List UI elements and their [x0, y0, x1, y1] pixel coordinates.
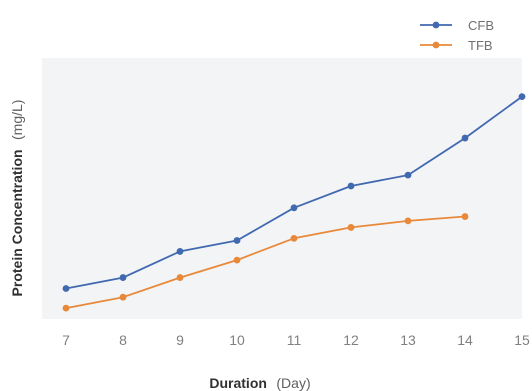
- data-point-cfb: [518, 93, 526, 101]
- data-point-tfb: [347, 224, 355, 231]
- x-tick-label: 8: [119, 332, 127, 348]
- legend: CFB TFB: [420, 18, 494, 53]
- data-point-tfb: [290, 234, 298, 242]
- data-point-cfb: [290, 204, 298, 212]
- legend-marker-tfb: [432, 41, 440, 49]
- x-tick-label: 12: [343, 332, 359, 348]
- legend-label-tfb: TFB: [468, 38, 493, 53]
- y-axis-title-main: Protein Concentration: [9, 149, 25, 296]
- data-point-cfb: [233, 237, 241, 244]
- legend-label-cfb: CFB: [468, 18, 494, 33]
- data-point-tfb: [461, 213, 469, 220]
- x-axis-title-main: Duration: [209, 375, 267, 391]
- x-tick-label: 15: [514, 332, 530, 348]
- data-point-cfb: [404, 171, 412, 179]
- data-point-tfb: [119, 293, 127, 301]
- y-axis-title: Protein Concentration (mg/L): [9, 100, 26, 297]
- x-tick-label: 11: [287, 332, 302, 348]
- y-axis-title-unit: (mg/L): [9, 100, 25, 140]
- series-layer: [62, 93, 526, 312]
- x-tick-labels: 7 8 9 10 11 12 13 14 15: [62, 332, 530, 348]
- x-tick-label: 9: [176, 332, 184, 348]
- series-line-tfb: [65, 215, 466, 309]
- legend-marker-cfb: [432, 21, 440, 29]
- x-tick-label: 7: [62, 332, 70, 348]
- data-point-cfb: [347, 182, 355, 190]
- data-point-cfb: [119, 274, 127, 281]
- data-point-cfb: [176, 248, 184, 255]
- data-point-tfb: [404, 217, 412, 225]
- data-point-tfb: [176, 274, 184, 281]
- data-point-cfb: [461, 134, 469, 142]
- data-point-tfb: [62, 304, 70, 312]
- x-tick-label: 10: [229, 332, 245, 348]
- x-axis-title: Duration (Day): [209, 375, 310, 391]
- data-point-tfb: [233, 256, 241, 264]
- x-tick-label: 13: [400, 332, 416, 348]
- data-point-cfb: [62, 285, 70, 292]
- x-tick-label: 14: [457, 332, 473, 348]
- x-axis-title-unit: (Day): [276, 375, 310, 391]
